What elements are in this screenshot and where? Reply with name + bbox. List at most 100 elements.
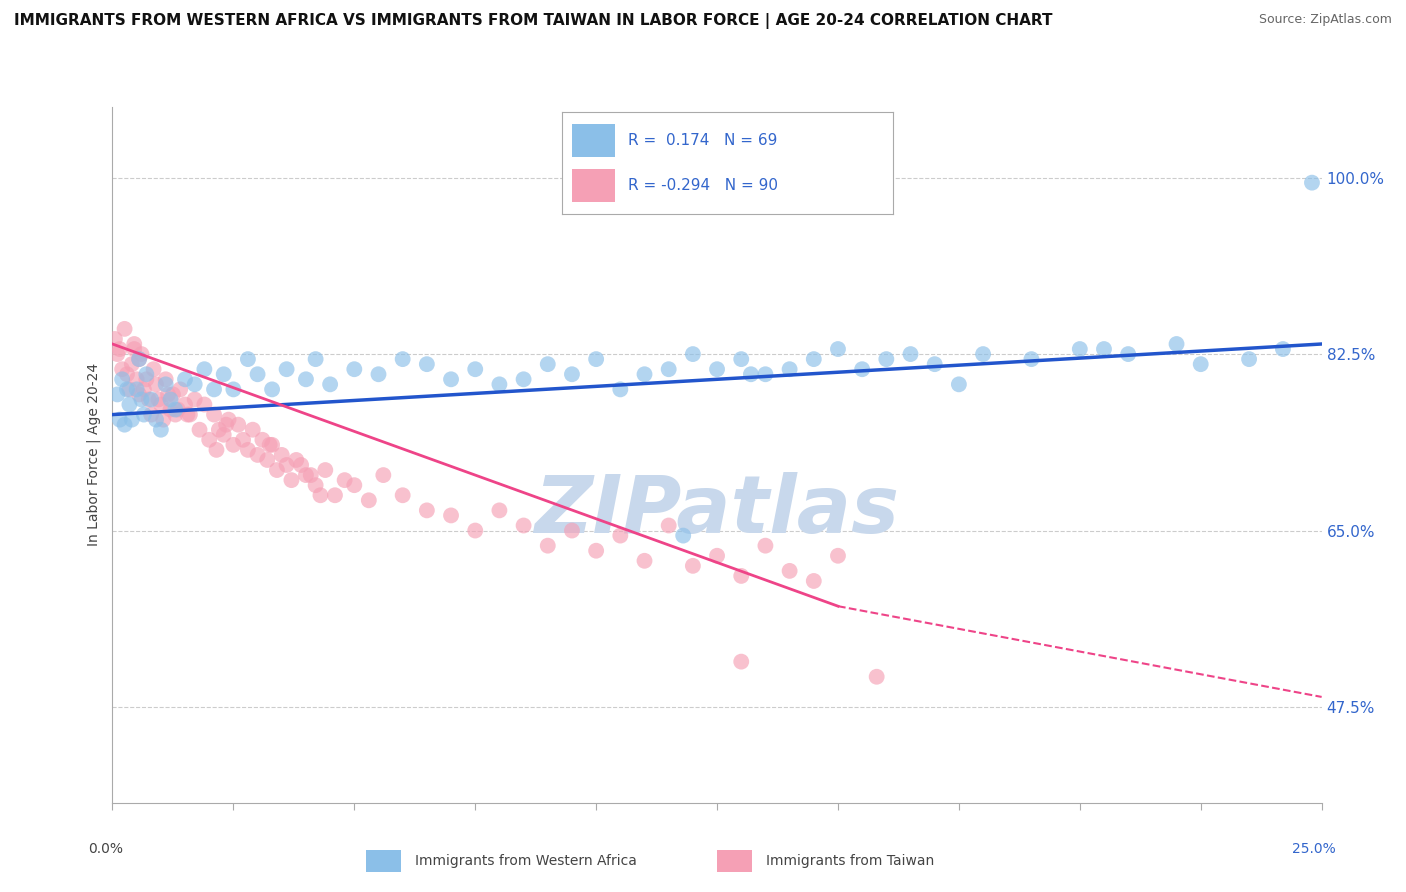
Point: [262, 383, 284, 397]
Point: [165, 408, 187, 422]
Point: [132, 408, 155, 422]
Point: [827, 342, 849, 356]
Point: [948, 377, 970, 392]
Point: [111, 372, 134, 386]
Point: [285, 453, 308, 467]
Point: [193, 362, 215, 376]
Point: [121, 357, 143, 371]
Point: [1271, 342, 1294, 356]
Point: [319, 377, 342, 392]
Point: [730, 352, 752, 367]
Point: [972, 347, 994, 361]
Point: [1116, 347, 1139, 361]
Point: [875, 352, 897, 367]
Point: [585, 352, 607, 367]
Point: [343, 478, 366, 492]
Point: [391, 488, 413, 502]
Point: [226, 417, 249, 432]
Text: R = -0.294   N = 90: R = -0.294 N = 90: [628, 178, 779, 193]
Point: [561, 524, 583, 538]
Point: [333, 473, 356, 487]
Point: [537, 357, 560, 371]
Point: [488, 377, 510, 392]
Point: [464, 524, 486, 538]
Point: [236, 442, 259, 457]
Point: [155, 377, 177, 392]
Point: [304, 478, 326, 492]
Point: [259, 438, 281, 452]
Point: [104, 332, 127, 346]
Point: [779, 564, 801, 578]
Point: [149, 423, 172, 437]
Point: [183, 377, 205, 392]
Point: [188, 423, 211, 437]
Point: [148, 392, 170, 407]
Text: R =  0.174   N = 69: R = 0.174 N = 69: [628, 133, 778, 148]
Point: [1189, 357, 1212, 371]
Point: [125, 372, 148, 386]
Point: [252, 433, 274, 447]
Point: [827, 549, 849, 563]
Text: Immigrants from Taiwan: Immigrants from Taiwan: [766, 854, 935, 868]
Bar: [717, 849, 752, 872]
Point: [343, 362, 366, 376]
Point: [357, 493, 380, 508]
Point: [155, 372, 177, 386]
Point: [706, 549, 728, 563]
Point: [512, 372, 534, 386]
Point: [222, 438, 245, 452]
Point: [202, 383, 225, 397]
Point: [132, 383, 155, 397]
Point: [391, 352, 413, 367]
Point: [373, 468, 395, 483]
Point: [658, 518, 681, 533]
Point: [141, 408, 163, 422]
Point: [166, 402, 188, 417]
Text: Source: ZipAtlas.com: Source: ZipAtlas.com: [1258, 13, 1392, 27]
Point: [205, 442, 228, 457]
Point: [114, 322, 136, 336]
Bar: [572, 169, 616, 202]
Point: [174, 397, 197, 411]
Point: [128, 387, 150, 401]
Point: [145, 412, 167, 426]
Point: [115, 368, 138, 382]
Point: [152, 412, 174, 426]
Text: IMMIGRANTS FROM WESTERN AFRICA VS IMMIGRANTS FROM TAIWAN IN LABOR FORCE | AGE 20: IMMIGRANTS FROM WESTERN AFRICA VS IMMIGR…: [14, 13, 1053, 29]
Y-axis label: In Labor Force | Age 20-24: In Labor Force | Age 20-24: [87, 363, 101, 547]
Point: [128, 352, 150, 367]
Point: [295, 372, 318, 386]
Point: [488, 503, 510, 517]
Point: [803, 352, 825, 367]
Point: [304, 352, 326, 367]
Point: [851, 362, 873, 376]
Point: [236, 352, 259, 367]
Point: [1092, 342, 1115, 356]
Point: [157, 387, 180, 401]
Point: [754, 368, 776, 382]
Point: [131, 392, 153, 407]
Point: [149, 397, 172, 411]
Point: [246, 368, 269, 382]
Point: [222, 383, 245, 397]
Point: [121, 412, 143, 426]
Point: [367, 368, 389, 382]
Point: [658, 362, 681, 376]
Point: [108, 412, 131, 426]
Point: [215, 417, 238, 432]
Point: [105, 387, 128, 401]
Point: [295, 468, 318, 483]
Point: [125, 383, 148, 397]
Point: [169, 383, 191, 397]
Point: [118, 397, 141, 411]
Point: [135, 372, 157, 386]
Point: [416, 503, 439, 517]
Point: [314, 463, 336, 477]
Point: [105, 347, 128, 361]
Point: [512, 518, 534, 533]
Point: [142, 362, 165, 376]
Point: [266, 463, 288, 477]
Point: [1301, 176, 1323, 190]
Point: [730, 569, 752, 583]
Point: [803, 574, 825, 588]
